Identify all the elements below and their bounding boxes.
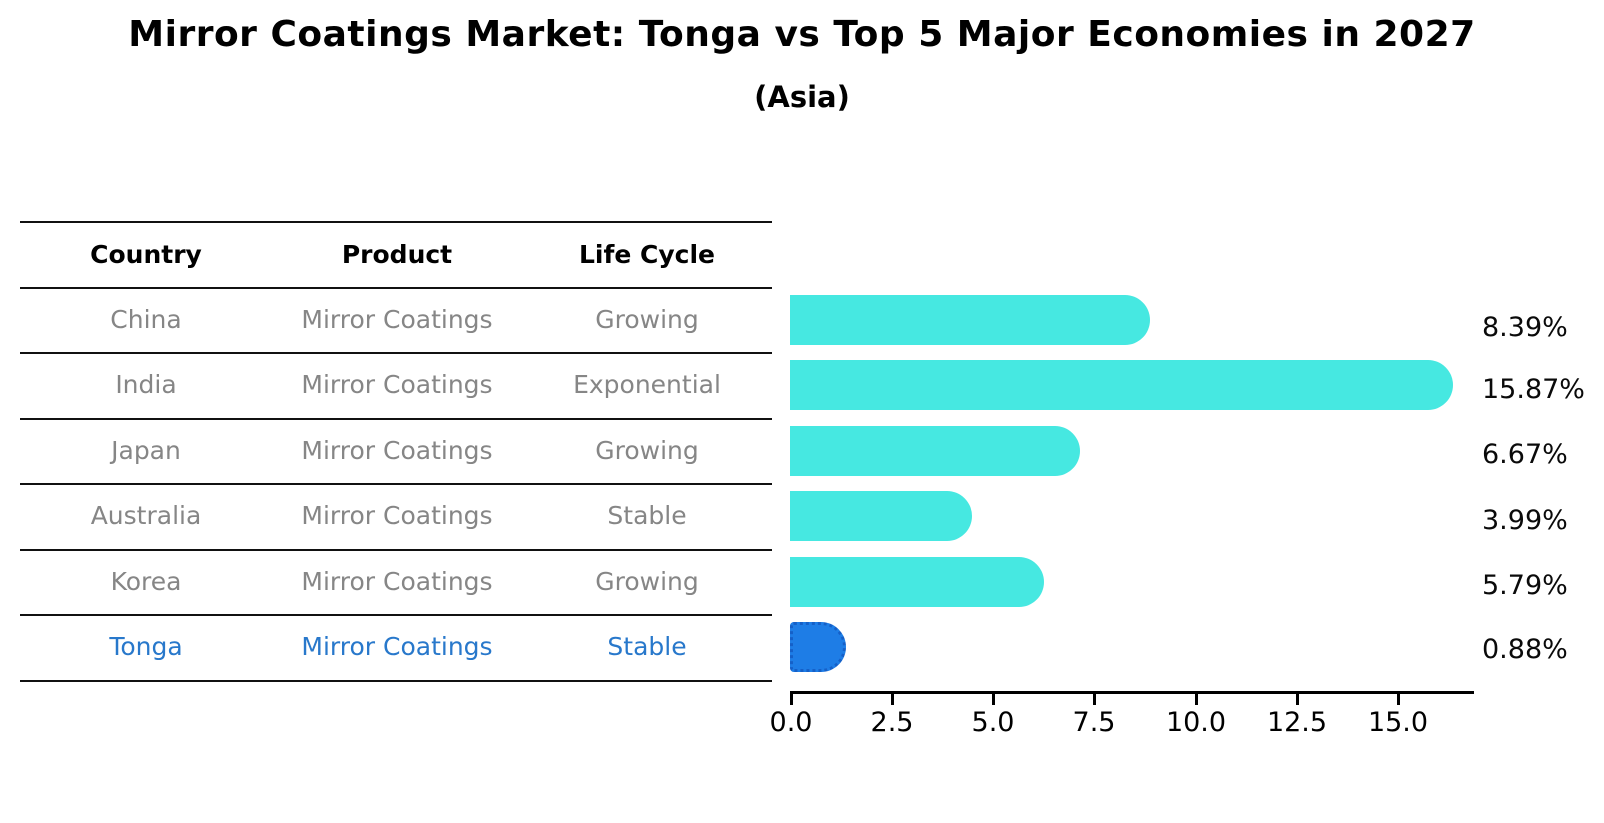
x-tick-mark [1194,694,1198,705]
bar-japan [790,426,1081,476]
cell-country: China [110,305,182,334]
value-label-china: 8.39% [1482,312,1568,343]
x-tick-mark [1092,694,1096,705]
x-tick-1: 2.5 [832,694,952,738]
table-row-india: India Mirror Coatings Exponential [20,352,772,417]
value-label-japan: 6.67% [1482,439,1568,470]
table-row-australia: Australia Mirror Coatings Stable [20,483,772,548]
table-line [20,287,772,289]
column-header-product: Product [341,240,453,269]
cell-country: Tonga [109,632,183,661]
cell-country: Japan [111,436,181,465]
table-line [20,221,772,223]
table-line [20,549,772,551]
x-tick-mark [1396,694,1400,705]
column-header-life-cycle: Life Cycle [578,240,716,269]
chart-title: Mirror Coatings Market: Tonga vs Top 5 M… [128,14,1476,55]
bar-australia [790,491,972,541]
cell-product: Mirror Coatings [301,567,493,596]
x-tick-2: 5.0 [933,694,1053,738]
table-header-row: Country Product Life Cycle [20,222,772,287]
x-tick-mark [890,694,894,705]
value-label-india: 15.87% [1482,374,1585,405]
table-row-china: China Mirror Coatings Growing [20,287,772,352]
x-axis-line [790,691,1474,694]
cell-country: Korea [110,567,182,596]
x-tick-0: 0.0 [731,694,851,738]
x-tick-label: 10.0 [1165,707,1227,738]
bar-india [790,360,1453,410]
value-label-tonga: 0.88% [1482,634,1568,665]
value-label-korea: 5.79% [1482,570,1568,601]
x-tick-mark [1295,694,1299,705]
cell-product: Mirror Coatings [301,305,493,334]
cell-product: Mirror Coatings [301,632,493,661]
table-row-korea: Korea Mirror Coatings Growing [20,549,772,614]
cell-life-cycle: Growing [595,305,699,334]
table-line [20,352,772,354]
cell-life-cycle: Growing [595,567,699,596]
x-tick-label: 15.0 [1367,707,1429,738]
table-line [20,614,772,616]
bar-tonga-highlighted [790,622,846,672]
cell-country: India [115,370,177,399]
cell-product: Mirror Coatings [301,501,493,530]
table-line [20,680,772,682]
table-row-japan: Japan Mirror Coatings Growing [20,418,772,483]
x-tick-mark [991,694,995,705]
cell-product: Mirror Coatings [301,436,493,465]
cell-life-cycle: Stable [607,632,687,661]
x-tick-label: 7.5 [1072,707,1116,738]
x-tick-4: 10.0 [1136,694,1256,738]
chart-subtitle: (Asia) [754,80,850,114]
x-tick-3: 7.5 [1034,694,1154,738]
cell-product: Mirror Coatings [301,370,493,399]
cell-country: Australia [90,501,202,530]
x-tick-mark [789,694,793,705]
value-label-australia: 3.99% [1482,505,1568,536]
table-row-tonga: Tonga Mirror Coatings Stable [20,614,772,679]
x-tick-label: 0.0 [769,707,813,738]
table-line [20,418,772,420]
bar-korea [790,557,1045,607]
cell-life-cycle: Exponential [573,370,721,399]
column-header-country: Country [90,240,202,269]
x-tick-label: 5.0 [971,707,1015,738]
cell-life-cycle: Stable [607,501,687,530]
table-line [20,483,772,485]
x-tick-5: 12.5 [1237,694,1357,738]
x-tick-6: 15.0 [1338,694,1458,738]
x-tick-label: 2.5 [870,707,914,738]
bar-china [790,295,1150,345]
x-tick-label: 12.5 [1266,707,1328,738]
cell-life-cycle: Growing [595,436,699,465]
